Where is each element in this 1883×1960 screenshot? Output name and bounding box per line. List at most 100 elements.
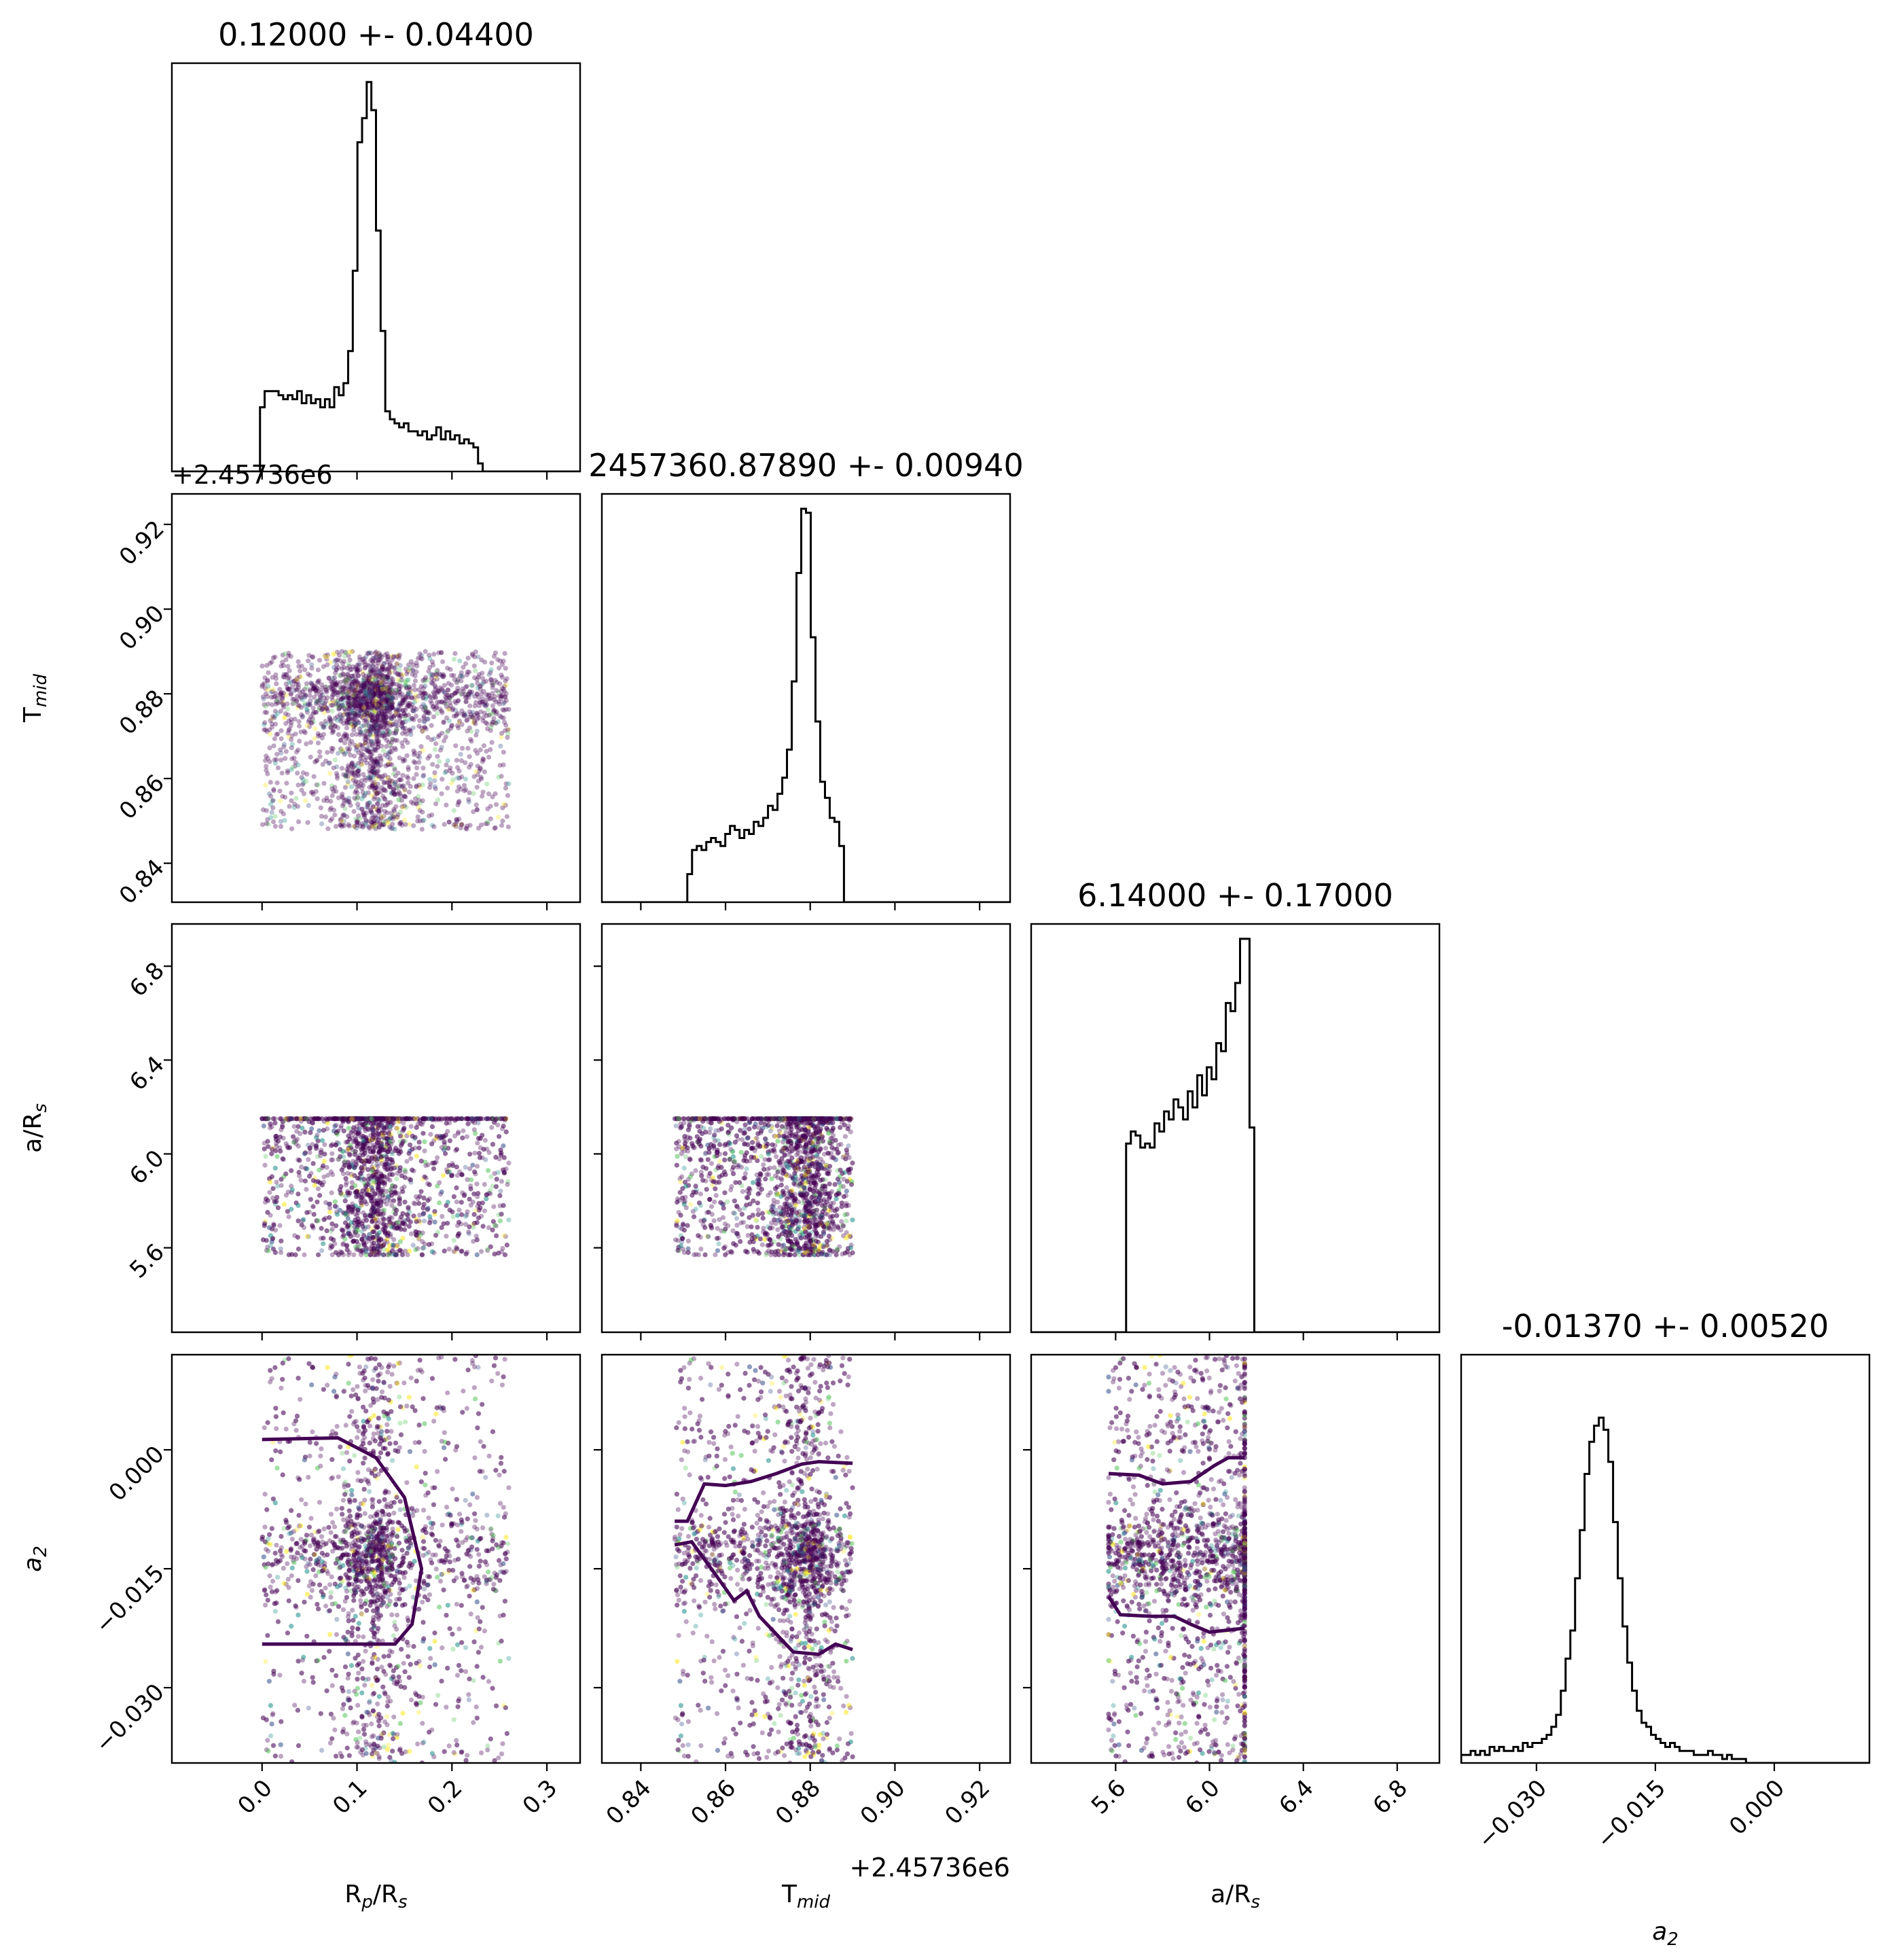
sample-point [372,767,377,772]
sample-point [342,678,348,683]
sample-point [282,817,287,823]
sample-point [302,1116,308,1122]
sample-point [317,1193,323,1198]
sample-point [293,677,299,683]
sample-point [374,790,379,796]
sample-point [372,1229,377,1234]
sample-point [447,1138,452,1143]
sample-point [294,698,300,704]
sample-point [381,715,387,720]
sample-point [306,653,312,658]
sample-point [397,672,402,677]
sample-point [372,686,378,692]
sample-point [272,709,278,714]
sample-point [385,700,391,705]
sample-point [353,1162,359,1167]
sample-point [401,700,406,705]
sample-point [355,779,361,785]
sample-point [488,804,493,809]
sample-point [374,815,379,821]
sample-point [357,654,363,660]
sample-point [359,694,365,700]
sample-point [280,701,285,707]
sample-point [386,750,391,755]
sample-point [298,1177,304,1183]
sample-point [397,809,403,815]
sample-point [378,774,383,779]
sample-point [329,749,334,754]
sample-point [374,759,380,764]
sample-point [401,794,407,799]
sample-point [355,772,361,777]
sample-point [449,692,455,698]
sample-point [310,1204,316,1209]
sample-point [341,1128,346,1134]
sample-point [390,721,395,727]
sample-point [371,768,376,773]
sample-point [264,662,270,669]
sample-point [342,679,347,684]
sample-point [355,668,361,673]
sample-point [430,681,435,686]
sample-point [416,1145,422,1151]
sample-point [368,808,374,814]
sample-point [378,807,384,813]
sample-point [414,1154,419,1159]
sample-point [340,702,346,708]
sample-point [388,696,393,701]
sample-point [289,717,294,722]
sample-point [329,687,335,692]
sample-point [440,699,445,705]
sample-point [463,1251,469,1257]
sample-point [399,724,405,729]
sample-point [297,1158,302,1163]
sample-point [376,810,382,816]
sample-point [464,1134,470,1139]
sample-point [364,692,370,697]
sample-point [306,1173,312,1179]
sample-point [486,791,492,797]
sample-point [474,717,480,722]
sample-point [366,1138,372,1143]
sample-point [391,771,397,777]
sample-point [346,695,351,700]
sample-point [372,684,378,690]
sample-point [338,1147,343,1152]
sample-point [444,802,449,808]
sample-point [345,1224,351,1229]
sample-point [474,677,480,682]
sample-point [370,658,376,664]
sample-point [361,681,367,686]
sample-point [379,682,384,688]
sample-point [371,722,376,728]
sample-point [354,797,359,802]
sample-point [295,804,300,809]
sample-point [381,1207,387,1213]
sample-point [459,1249,464,1254]
sample-point [439,649,444,656]
sample-point [336,795,341,800]
sample-point [467,703,473,709]
sample-point [419,653,425,658]
sample-point [390,696,395,701]
sample-point [476,1215,482,1221]
sample-point [456,725,461,730]
sample-point [259,1116,265,1122]
sample-point [384,754,391,760]
sample-point [454,1246,460,1251]
sample-point [423,683,428,689]
sample-point [480,1224,486,1229]
sample-point [358,1192,364,1197]
sample-point [438,650,444,656]
sample-point [412,695,417,700]
sample-point [408,701,413,707]
sample-point [463,777,469,782]
sample-point [481,689,486,694]
sample-point [395,688,400,694]
sample-point [304,741,309,747]
sample-point [454,1185,459,1190]
sample-point [368,724,374,730]
sample-point [367,668,374,673]
sample-point [374,681,380,686]
sample-point [291,1139,297,1145]
